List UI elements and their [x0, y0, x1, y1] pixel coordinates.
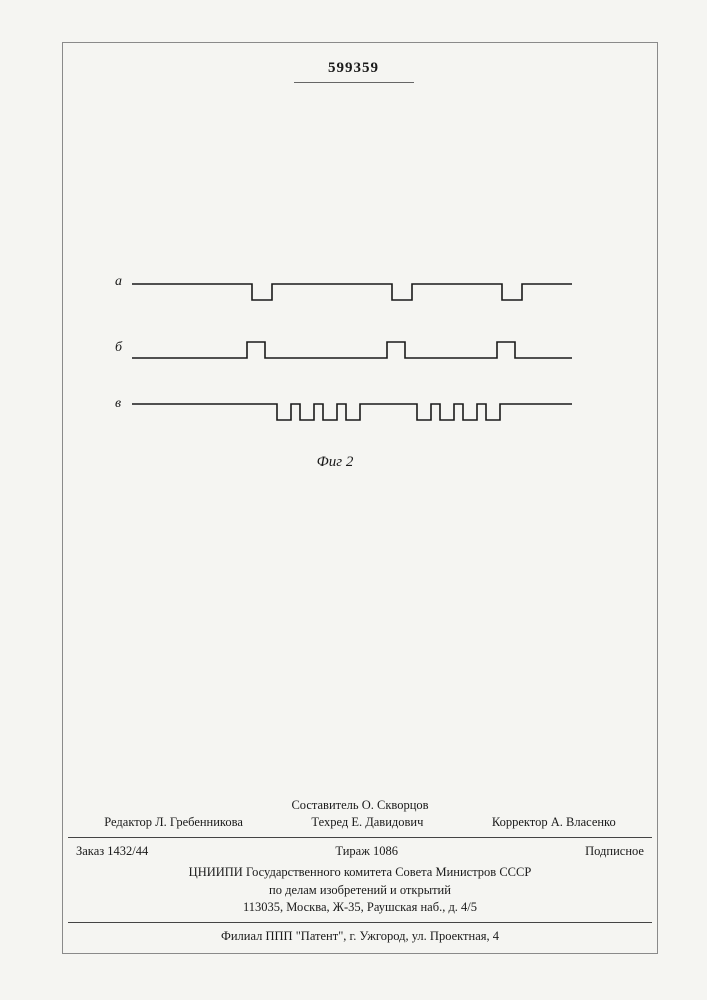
waveform-label: в: [115, 396, 121, 412]
publisher-line-3: 113035, Москва, Ж-35, Раушская наб., д. …: [62, 899, 658, 917]
separator: [68, 922, 652, 923]
colophon-block: Составитель О. Скворцов Редактор Л. Греб…: [62, 797, 658, 946]
corrector: Корректор А. Власенко: [492, 814, 616, 832]
branch-line: Филиал ППП "Патент", г. Ужгород, ул. Про…: [62, 928, 658, 946]
waveform-path: [132, 284, 572, 300]
publisher-line-2: по делам изобретений и открытий: [62, 882, 658, 900]
timing-diagram: абв Фиг 2: [120, 270, 590, 471]
waveform-row: б: [120, 330, 590, 390]
number-underline: [294, 82, 414, 83]
separator: [68, 837, 652, 838]
document-number: 599359: [0, 60, 707, 77]
subscription: Подписное: [585, 843, 644, 861]
tech-editor: Техред Е. Давидович: [311, 814, 423, 832]
publisher-line-1: ЦНИИПИ Государственного комитета Совета …: [62, 864, 658, 882]
waveform-path: [132, 342, 572, 358]
compiler: Составитель О. Скворцов: [291, 797, 428, 815]
waveform-svg: [132, 270, 592, 314]
waveform-row: в: [120, 390, 590, 450]
print-run: Тираж 1086: [335, 843, 398, 861]
waveform-svg: [132, 390, 592, 434]
editor: Редактор Л. Гребенникова: [104, 814, 243, 832]
waveform-row: а: [120, 270, 590, 330]
order-number: Заказ 1432/44: [76, 843, 148, 861]
waveform-label: а: [115, 274, 122, 290]
figure-caption: Фиг 2: [80, 454, 590, 471]
waveform-svg: [132, 330, 592, 374]
waveform-label: б: [115, 340, 122, 356]
waveform-path: [132, 404, 572, 420]
